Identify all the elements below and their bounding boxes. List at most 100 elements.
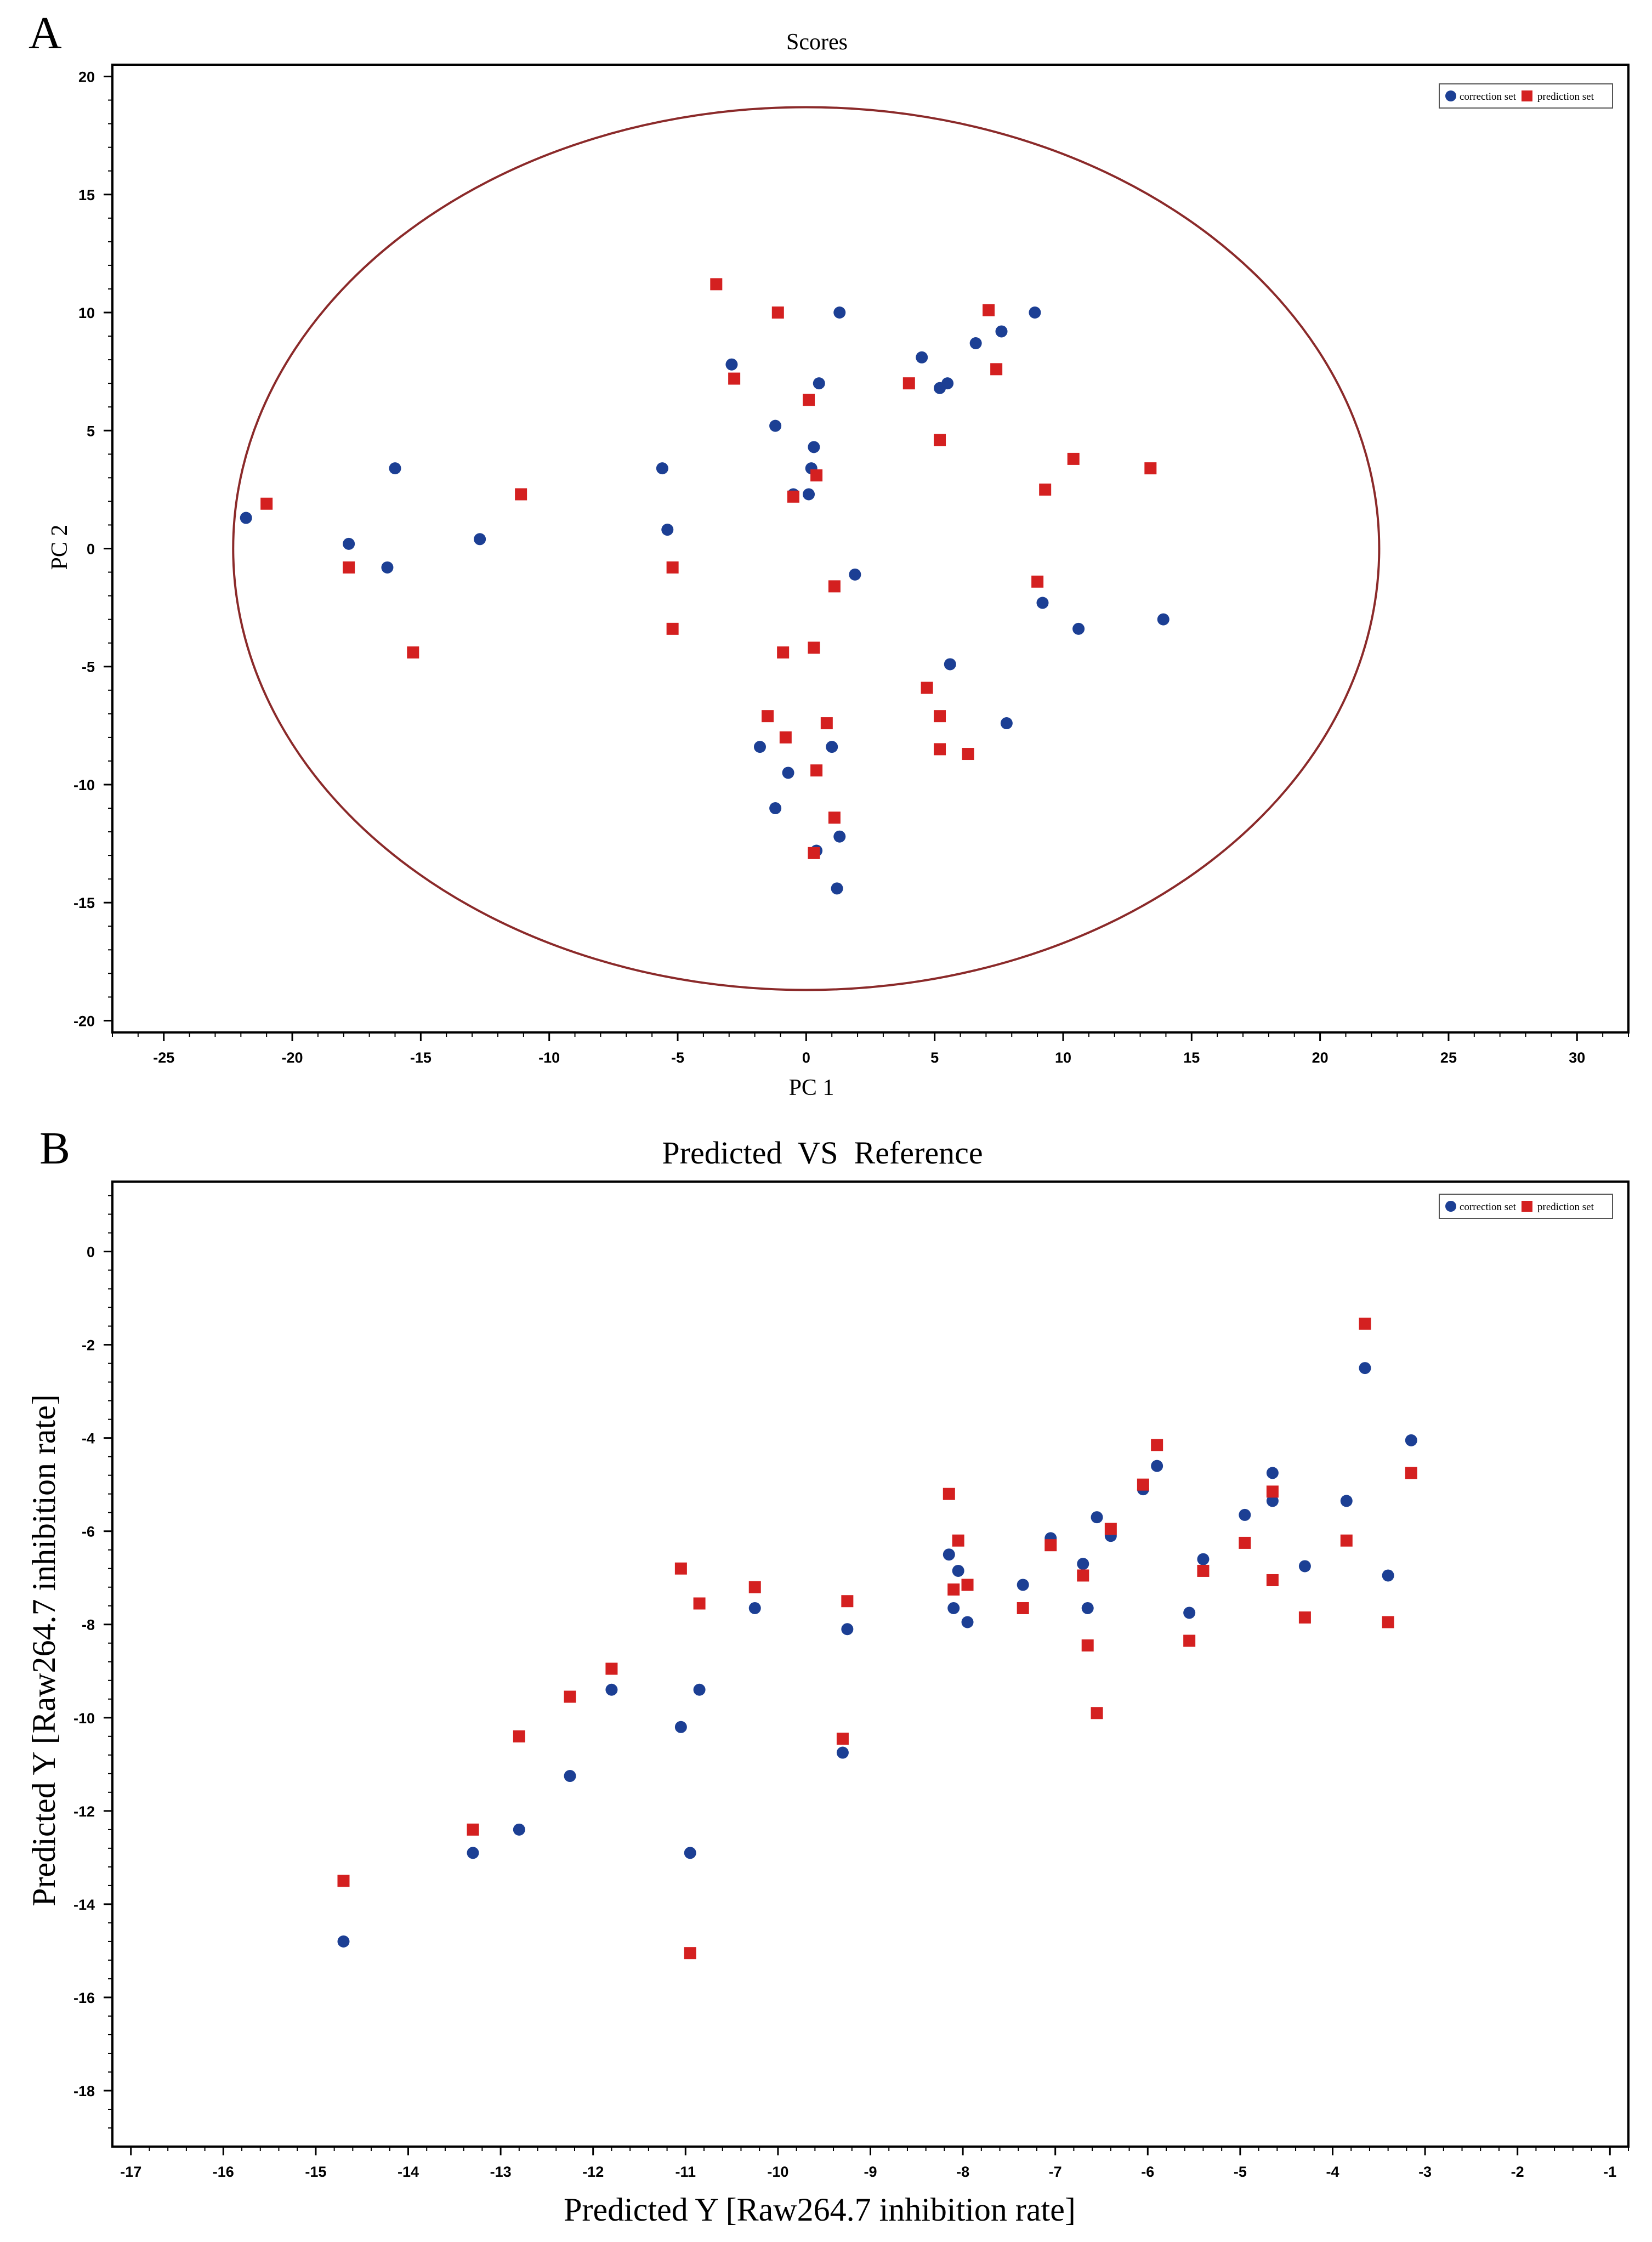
panel-b-x-tick-label: -17 (120, 2164, 141, 2180)
panel-b-legend-marker-correction (1445, 1201, 1456, 1212)
panel-a-prediction-set-point (771, 306, 784, 319)
panel-b-x-tick-label: -16 (213, 2164, 234, 2180)
panel-b-data (337, 1318, 1417, 1960)
panel-b-prediction-set-point (337, 1875, 350, 1887)
panel-a-x-tick-label: -10 (538, 1049, 560, 1066)
panel-b-prediction-set-point (961, 1579, 974, 1591)
panel-b-correction-set-point (943, 1548, 955, 1561)
panel-a-correction-set-point (849, 568, 861, 581)
panel-b-prediction-set-point (1359, 1318, 1371, 1330)
panel-b-x-tick-label: -4 (1326, 2164, 1339, 2180)
panel-a-correction-set-point (1029, 306, 1041, 319)
panel-b-correction-set-point (1183, 1607, 1196, 1619)
panel-b-correction-set-point (337, 1935, 350, 1948)
panel-b-y-tick-label: -2 (82, 1337, 95, 1354)
panel-b-x-tick-label: -5 (1234, 2164, 1247, 2180)
panel-a-correction-set-point (995, 325, 1008, 338)
panel-b-y-tick-label: 0 (87, 1244, 95, 1261)
panel-a-x-tick-label: 30 (1569, 1049, 1585, 1066)
panel-b-correction-set-point (947, 1602, 960, 1614)
panel-a-correction-set-point (813, 377, 825, 390)
panel-a-correction-set-point (381, 561, 394, 574)
panel-a-correction-set-point (833, 306, 846, 319)
panel-a-correction-set-point (1036, 597, 1049, 609)
panel-a-x-tick-label: 5 (930, 1049, 939, 1066)
panel-b-prediction-set-point (947, 1583, 960, 1596)
panel-b-x-tick-label: -10 (767, 2164, 788, 2180)
panel-b-y-tick-label: -6 (82, 1524, 95, 1540)
panel-b-prediction-set-point (693, 1597, 706, 1610)
panel-b-correction-set-point (1239, 1508, 1251, 1521)
panel-b-correction-set-point (836, 1746, 849, 1759)
panel-b-x-tick-label: -13 (490, 2164, 512, 2180)
panel-b-correction-set-point (961, 1616, 974, 1628)
panel-a-prediction-set-point (1067, 452, 1080, 465)
panel-b-legend-correction-label: correction set (1460, 1201, 1517, 1213)
panel-b-correction-set-point (564, 1770, 576, 1783)
panel-a-prediction-set-point (343, 561, 355, 574)
panel-b-y-tick-label: -18 (73, 2083, 95, 2099)
panel-a-legend: correction set prediction set (1439, 83, 1613, 109)
panel-b-y-tick-label: -16 (73, 1990, 95, 2006)
panel-b-prediction-set-point (1298, 1611, 1311, 1624)
panel-a-label: A (29, 8, 62, 59)
panel-b-prediction-set-point (1197, 1564, 1210, 1577)
panel-a-prediction-set-point (1144, 462, 1157, 475)
panel-a-prediction-set-point (803, 394, 815, 406)
panel-b-correction-set-point (467, 1847, 479, 1859)
panel-b-x-tick-label: -2 (1511, 2164, 1524, 2180)
panel-b-prediction-set-point (467, 1823, 479, 1836)
panel-a-prediction-set-point (810, 764, 823, 777)
panel-a-correction-set-point (941, 377, 954, 390)
panel-b-x-tick-label: -12 (582, 2164, 604, 2180)
panel-a-prediction-set-point (762, 710, 774, 723)
panel-a-correction-set-point (1157, 613, 1170, 626)
panel-b-prediction-set-point (1077, 1569, 1089, 1582)
panel-b-x-tick-label: -3 (1418, 2164, 1432, 2180)
panel-a-prediction-set-point (934, 710, 946, 723)
panel-b-prediction-set-point (748, 1581, 761, 1593)
panel-b-y-tick-label: -8 (82, 1617, 95, 1633)
panel-a-prediction-set-point (934, 743, 946, 756)
panel-b-prediction-set-point (513, 1730, 525, 1742)
panel-a-correction-set-point (1000, 717, 1013, 730)
panel-b-correction-set-point (1151, 1460, 1163, 1472)
panel-a-correction-set-point (343, 537, 355, 550)
panel-b-prediction-set-point (1044, 1539, 1057, 1552)
panel-a-correction-set-point (803, 488, 815, 501)
panel-a-correction-set-point (1072, 622, 1085, 635)
panel-a-prediction-set-point (934, 434, 946, 446)
panel-a-x-tick-label: 20 (1312, 1049, 1329, 1066)
panel-b: B Predicted VS Reference Predicted Y [Ra… (26, 1123, 1630, 2228)
panel-a-y-axis-label: PC 2 (47, 525, 72, 570)
panel-a-x-tick-label: -20 (282, 1049, 303, 1066)
panel-a-y-tick-label: -10 (73, 777, 95, 793)
panel-a-correction-set-point (389, 462, 401, 475)
panel-a-prediction-set-point (808, 642, 820, 654)
panel-b-prediction-set-point (564, 1690, 576, 1703)
panel-b-x-tick-label: -15 (305, 2164, 326, 2180)
panel-a-correction-set-point (725, 358, 738, 371)
panel-b-prediction-set-point (1151, 1439, 1163, 1451)
panel-b-correction-set-point (748, 1602, 761, 1614)
panel-b-prediction-set-point (1382, 1616, 1394, 1628)
panel-b-x-tick-label: -14 (398, 2164, 419, 2180)
panel-b-prediction-set-point (1017, 1602, 1029, 1614)
panel-a-correction-set-point (656, 462, 668, 475)
panel-a-data (232, 106, 1381, 991)
panel-b-y-axis-label: Predicted Y [Raw264.7 inhibition rate] (26, 1394, 62, 1906)
panel-b-legend-marker-prediction (1522, 1201, 1532, 1212)
panel-b-prediction-set-point (1081, 1639, 1094, 1651)
panel-a-prediction-set-point (921, 682, 933, 694)
panel-b-prediction-set-point (1239, 1536, 1251, 1549)
panel-a-y-tick-label: -20 (73, 1013, 95, 1029)
panel-b-prediction-set-point (952, 1534, 964, 1547)
panel-a-legend-prediction-label: prediction set (1537, 91, 1594, 103)
panel-a-prediction-set-point (407, 646, 419, 659)
panel-a-correction-set-point (240, 512, 252, 524)
panel-a-y-tick-label: -5 (82, 659, 95, 676)
panel-b-x-tick-label: -8 (956, 2164, 969, 2180)
panel-b-x-tick-label: -7 (1049, 2164, 1062, 2180)
panel-a-x-tick-label: -25 (153, 1049, 174, 1066)
panel-b-y-tick-label: -10 (73, 1710, 95, 1727)
